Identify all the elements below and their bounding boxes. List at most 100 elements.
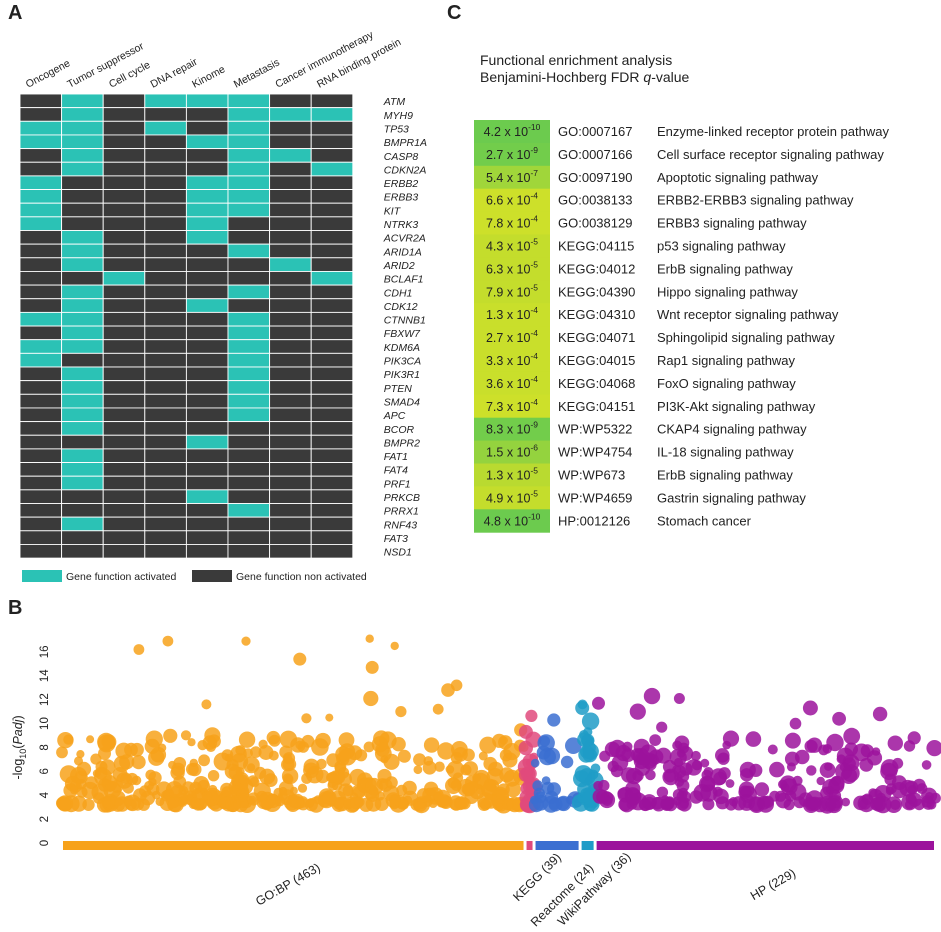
gene-label: BCLAF1 <box>384 274 424 286</box>
point <box>905 780 919 794</box>
point <box>664 796 675 807</box>
qvalue-text: 7.8 x 10-4 <box>486 214 538 231</box>
series-3 <box>571 699 604 812</box>
qvalue-cell <box>474 349 550 373</box>
point <box>806 765 817 776</box>
term-name: Wnt receptor signaling pathway <box>657 307 839 322</box>
point <box>649 734 662 746</box>
heatmap-cell <box>61 503 104 518</box>
heatmap-cell <box>227 311 271 327</box>
gene-label: FAT1 <box>384 451 408 463</box>
point <box>59 765 78 783</box>
point <box>839 763 849 772</box>
heatmap-cell <box>19 311 63 327</box>
point <box>297 783 308 793</box>
point <box>434 789 452 807</box>
heatmap-cell <box>19 120 63 136</box>
point <box>824 762 833 771</box>
point <box>261 798 273 811</box>
gene-label: PRRX1 <box>384 506 419 518</box>
point <box>102 795 116 809</box>
point <box>181 781 195 794</box>
heatmap-cell <box>102 448 146 463</box>
point <box>601 795 613 807</box>
heatmap-cell <box>61 298 104 313</box>
term-id: KEGG:04115 <box>558 239 634 254</box>
heatmap-cell <box>102 503 146 518</box>
heatmap-cell <box>269 448 312 463</box>
heatmap-cell <box>102 530 146 545</box>
heatmap-cell <box>269 189 312 204</box>
point <box>365 660 379 674</box>
heatmap-cell <box>310 489 354 504</box>
heatmap-cell <box>102 489 146 504</box>
panel-letter-c: C <box>447 2 462 24</box>
point <box>338 732 355 748</box>
point <box>852 743 871 762</box>
gene-label: MYH9 <box>384 110 413 122</box>
gene-label: FAT3 <box>384 533 408 545</box>
term-id: KEGG:04012 <box>558 261 635 276</box>
point <box>700 784 718 802</box>
heatmap-cell <box>310 120 354 136</box>
point <box>250 746 262 758</box>
point <box>258 739 268 749</box>
heatmap-cell <box>19 148 63 163</box>
heatmap-cell <box>227 161 271 177</box>
gene-label: ARID1A <box>383 246 422 258</box>
heatmap-cell <box>144 544 187 559</box>
point <box>655 747 672 764</box>
point <box>247 792 261 806</box>
heatmap-cell <box>102 339 146 354</box>
point <box>905 793 917 804</box>
heatmap-cell <box>185 230 229 245</box>
point <box>690 750 701 761</box>
heatmap-cell <box>144 120 187 136</box>
heatmap-cell <box>310 530 354 545</box>
term-id: WP:WP673 <box>558 468 625 483</box>
qvalue-text: 8.3 x 10-9 <box>486 420 538 437</box>
point <box>472 773 481 782</box>
heatmap-cell <box>185 243 229 259</box>
point <box>188 762 202 777</box>
point <box>547 782 561 797</box>
heatmap-cell <box>269 503 312 518</box>
point <box>144 780 154 791</box>
heatmap-cell <box>310 339 354 354</box>
point <box>180 730 192 741</box>
qvalue-text: 6.3 x 10-5 <box>486 259 538 276</box>
term-id: KEGG:04071 <box>558 330 635 345</box>
heatmap-cell <box>310 448 354 463</box>
term-id: WP:WP5322 <box>558 422 632 437</box>
heatmap-cell <box>19 243 63 259</box>
heatmap-cell <box>19 107 63 122</box>
point <box>238 774 249 785</box>
point <box>547 713 561 727</box>
point <box>779 775 797 793</box>
point <box>413 765 423 775</box>
point <box>581 712 600 730</box>
point <box>890 799 901 810</box>
heatmap-cell <box>61 544 104 559</box>
point <box>479 736 497 754</box>
category-bar <box>535 841 579 850</box>
point <box>446 760 465 779</box>
heatmap-cell <box>185 284 229 300</box>
heatmap-cell <box>102 243 146 259</box>
category-label: HP (229) <box>748 866 798 903</box>
heatmap-cell <box>61 271 104 286</box>
heatmap-cell <box>185 189 229 204</box>
heatmap-cell <box>269 475 312 491</box>
heatmap-cell <box>19 216 63 231</box>
term-name: PI3K-Akt signaling pathway <box>657 399 816 414</box>
point <box>197 740 208 751</box>
heatmap-cell <box>144 243 187 259</box>
point <box>70 795 87 812</box>
heatmap-cell <box>185 434 229 450</box>
heatmap-cell <box>310 421 354 436</box>
point <box>201 790 213 802</box>
qvalue-cell <box>474 440 550 464</box>
heatmap-cell <box>269 339 312 354</box>
gene-label: CTNNB1 <box>384 315 426 327</box>
legend-label-activated: Gene function activated <box>66 571 176 583</box>
